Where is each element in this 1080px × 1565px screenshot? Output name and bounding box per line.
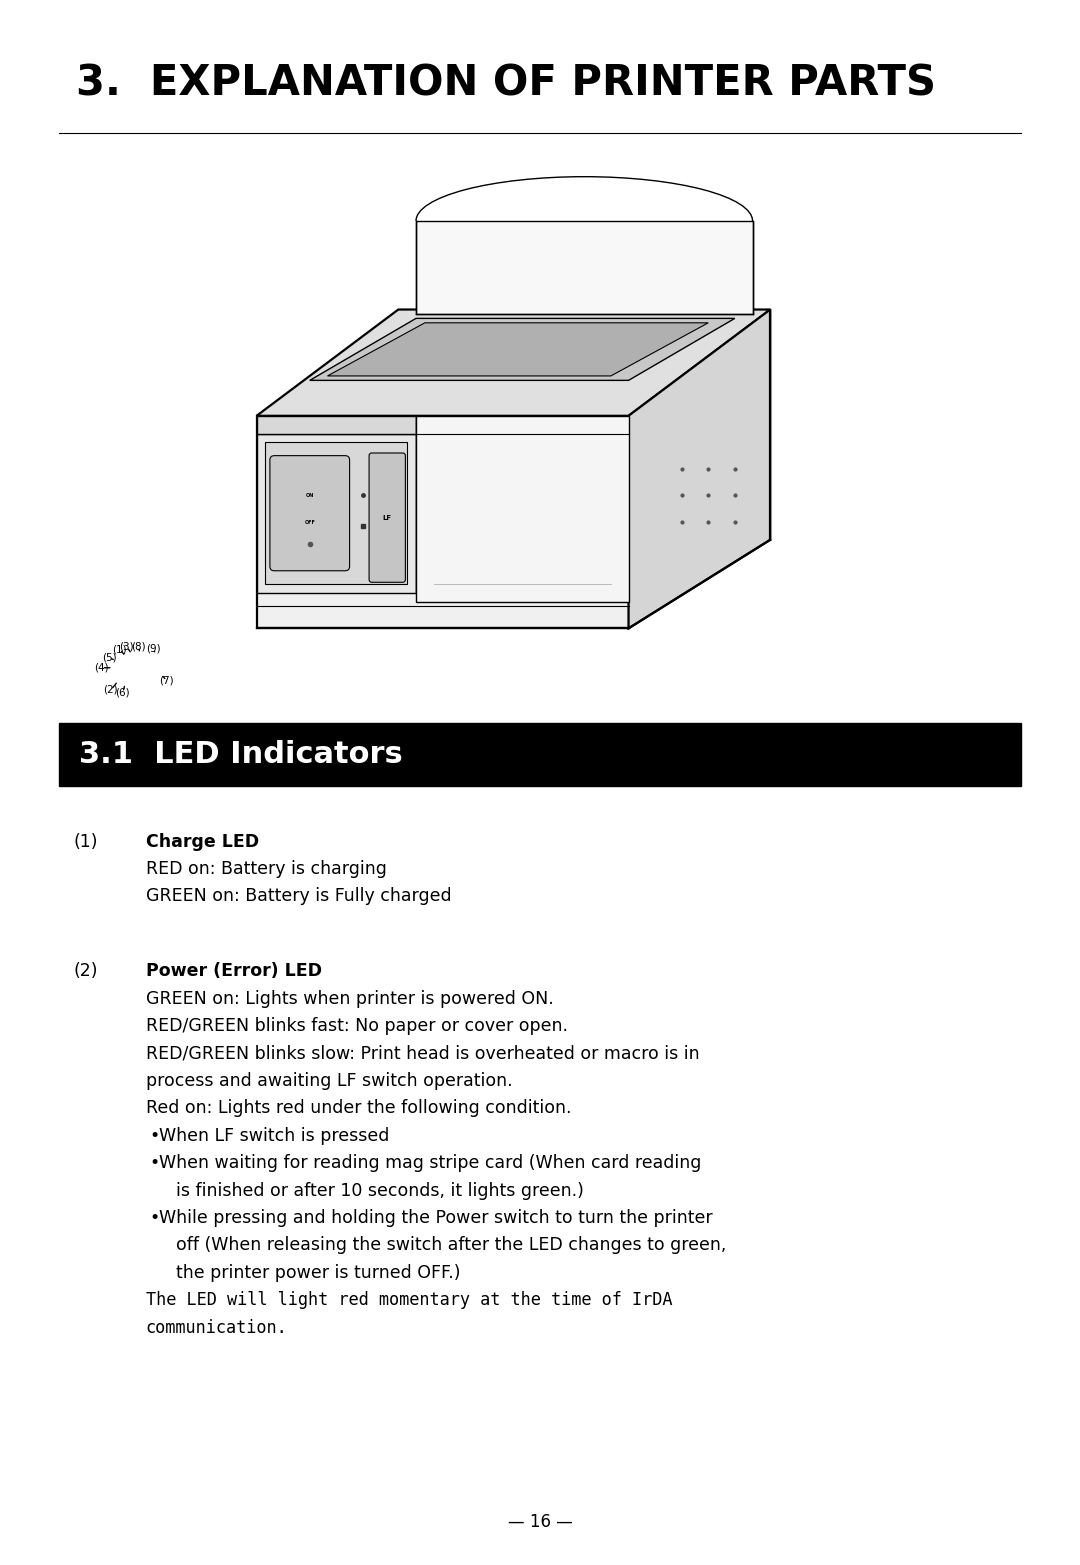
Text: (6): (6) <box>116 687 131 698</box>
Text: (3): (3) <box>120 642 134 653</box>
Polygon shape <box>416 416 629 603</box>
FancyBboxPatch shape <box>270 455 350 571</box>
Polygon shape <box>257 310 770 416</box>
Text: While pressing and holding the Power switch to turn the printer: While pressing and holding the Power swi… <box>159 1210 713 1227</box>
Text: Power (Error) LED: Power (Error) LED <box>146 962 322 981</box>
Bar <box>59 723 1021 786</box>
Text: 3.  EXPLANATION OF PRINTER PARTS: 3. EXPLANATION OF PRINTER PARTS <box>76 63 935 105</box>
Text: 3.1  LED Indicators: 3.1 LED Indicators <box>79 740 403 768</box>
Text: (2): (2) <box>104 685 118 695</box>
Text: process and awaiting LF switch operation.: process and awaiting LF switch operation… <box>146 1072 512 1091</box>
Text: When waiting for reading mag stripe card (When card reading: When waiting for reading mag stripe card… <box>159 1155 701 1172</box>
Text: communication.: communication. <box>146 1319 287 1337</box>
Polygon shape <box>416 221 753 315</box>
Text: (1): (1) <box>73 833 98 851</box>
Text: When LF switch is pressed: When LF switch is pressed <box>159 1127 389 1146</box>
Text: GREEN on: Battery is Fully charged: GREEN on: Battery is Fully charged <box>146 887 451 906</box>
Text: Charge LED: Charge LED <box>146 833 259 851</box>
Text: OFF: OFF <box>305 520 315 524</box>
Text: — 16 —: — 16 — <box>508 1512 572 1531</box>
Text: off (When releasing the switch after the LED changes to green,: off (When releasing the switch after the… <box>176 1236 727 1255</box>
Text: (5): (5) <box>102 653 117 662</box>
Text: Red on: Lights red under the following condition.: Red on: Lights red under the following c… <box>146 1100 571 1117</box>
Text: •: • <box>149 1210 159 1227</box>
Polygon shape <box>257 416 629 628</box>
Text: •: • <box>149 1127 159 1146</box>
Text: is finished or after 10 seconds, it lights green.): is finished or after 10 seconds, it ligh… <box>176 1182 584 1200</box>
Polygon shape <box>266 443 407 584</box>
Text: RED on: Battery is charging: RED on: Battery is charging <box>146 861 387 878</box>
Text: the printer power is turned OFF.): the printer power is turned OFF.) <box>176 1265 460 1282</box>
Text: •: • <box>149 1155 159 1172</box>
Text: (4): (4) <box>94 662 109 673</box>
Text: The LED will light red momentary at the time of IrDA: The LED will light red momentary at the … <box>146 1291 672 1310</box>
FancyBboxPatch shape <box>369 452 405 582</box>
Text: LF: LF <box>382 515 392 521</box>
Text: (1): (1) <box>112 645 127 654</box>
Text: (9): (9) <box>146 643 161 654</box>
Text: RED/GREEN blinks slow: Print head is overheated or macro is in: RED/GREEN blinks slow: Print head is ove… <box>146 1045 700 1063</box>
Text: (7): (7) <box>160 676 174 685</box>
Polygon shape <box>257 434 416 593</box>
Text: GREEN on: Lights when printer is powered ON.: GREEN on: Lights when printer is powered… <box>146 989 554 1008</box>
Polygon shape <box>327 322 708 376</box>
Polygon shape <box>257 416 416 434</box>
Text: (2): (2) <box>73 962 98 981</box>
Text: (8): (8) <box>131 642 146 651</box>
Polygon shape <box>310 318 734 380</box>
Text: ON: ON <box>306 493 314 498</box>
Text: RED/GREEN blinks fast: No paper or cover open.: RED/GREEN blinks fast: No paper or cover… <box>146 1017 568 1036</box>
Polygon shape <box>629 310 770 628</box>
